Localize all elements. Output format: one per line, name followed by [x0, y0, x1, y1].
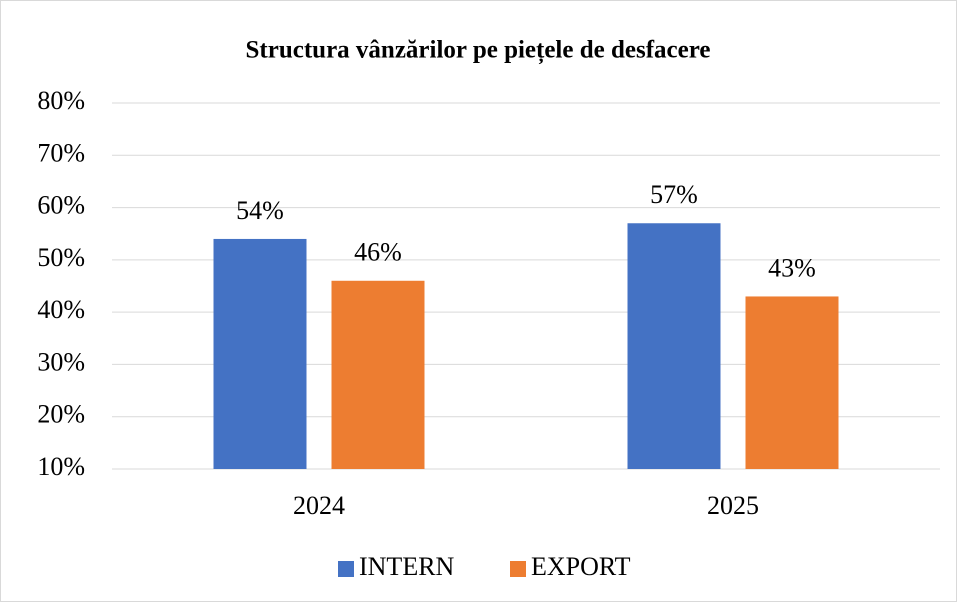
y-tick-label: 40%: [37, 295, 85, 324]
x-tick-label: 2024: [293, 491, 345, 520]
y-tick-label: 20%: [37, 400, 85, 429]
bar: [627, 223, 721, 469]
legend-swatch: [510, 561, 526, 577]
y-tick-label: 80%: [37, 86, 85, 115]
x-tick-label: 2025: [707, 491, 759, 520]
value-label: 46%: [354, 238, 402, 267]
value-label: 54%: [236, 196, 284, 225]
y-tick-label: 10%: [37, 452, 85, 481]
value-label: 43%: [768, 253, 816, 282]
legend-label: EXPORT: [531, 552, 631, 581]
y-tick-label: 60%: [37, 191, 85, 220]
bar: [213, 238, 307, 469]
y-tick-label: 30%: [37, 347, 85, 376]
legend-label: INTERN: [359, 552, 455, 581]
bar: [745, 296, 839, 469]
y-tick-label: 70%: [37, 138, 85, 167]
legend-swatch: [338, 561, 354, 577]
chart-title: Structura vânzărilor pe piețele de desfa…: [246, 37, 711, 65]
value-label: 57%: [650, 180, 698, 209]
y-tick-label: 50%: [37, 243, 85, 272]
bar: [331, 280, 425, 469]
